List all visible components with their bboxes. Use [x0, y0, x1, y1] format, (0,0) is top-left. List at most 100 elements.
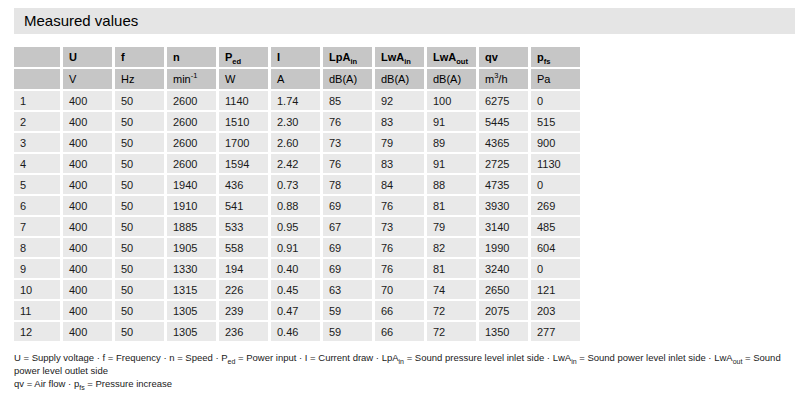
- table-cell: 2.60: [271, 133, 320, 152]
- unit-cell-i: A: [271, 69, 320, 89]
- table-cell: 0.95: [271, 217, 320, 236]
- table-cell: 1315: [167, 280, 216, 299]
- row-number-cell: 11: [14, 301, 60, 320]
- row-number-cell: 1: [14, 91, 60, 110]
- table-cell: 194: [219, 259, 268, 278]
- table-cell: 0.45: [271, 280, 320, 299]
- table-cell: 269: [531, 196, 580, 215]
- column-header-qv: qv: [479, 47, 528, 67]
- header-row-symbols: U f n Ped I LpAin LwAin LwAout qv pfs: [14, 47, 580, 67]
- table-body: 140050260011401.748592100627502400502600…: [14, 91, 580, 341]
- table-cell: 69: [323, 259, 372, 278]
- column-header-lpa-in: LpAin: [323, 47, 372, 67]
- table-cell: 400: [63, 175, 112, 194]
- table-cell: 81: [427, 259, 476, 278]
- footnote-text: = Power input · I = Current draw · LpA: [235, 352, 398, 363]
- table-cell: 59: [323, 322, 372, 341]
- table-cell: 400: [63, 154, 112, 173]
- table-cell: 1.74: [271, 91, 320, 110]
- table-cell: 2600: [167, 154, 216, 173]
- table-row: 440050260015942.4276839127251130: [14, 154, 580, 173]
- table-cell: 50: [115, 217, 164, 236]
- table-cell: 400: [63, 91, 112, 110]
- footnote-line-2: qv = Air flow · pfs = Pressure increase: [14, 377, 784, 390]
- table-cell: 50: [115, 196, 164, 215]
- table-cell: 73: [323, 133, 372, 152]
- table-cell: 0.46: [271, 322, 320, 341]
- table-cell: 50: [115, 154, 164, 173]
- table-cell: 277: [531, 322, 580, 341]
- table-cell: 88: [427, 175, 476, 194]
- row-number-cell: 2: [14, 112, 60, 131]
- table-cell: 1305: [167, 301, 216, 320]
- table-cell: 74: [427, 280, 476, 299]
- page-title: Measured values: [24, 12, 138, 29]
- table-cell: 2075: [479, 301, 528, 320]
- table-cell: 4365: [479, 133, 528, 152]
- column-header-pfs: pfs: [531, 47, 580, 67]
- row-number-cell: 6: [14, 196, 60, 215]
- table-cell: 121: [531, 280, 580, 299]
- table-cell: 50: [115, 112, 164, 131]
- table-cell: 2.30: [271, 112, 320, 131]
- footnote-text: = Sound pressure level inlet side · LwA: [404, 352, 571, 363]
- table-cell: 1330: [167, 259, 216, 278]
- table-cell: 79: [375, 133, 424, 152]
- column-header-lwa-out: LwAout: [427, 47, 476, 67]
- table-cell: 50: [115, 322, 164, 341]
- table-cell: 0.47: [271, 301, 320, 320]
- row-number-cell: 3: [14, 133, 60, 152]
- footnote: U = Supply voltage · f = Frequency · n =…: [14, 351, 784, 390]
- table-cell: 76: [375, 196, 424, 215]
- unit-cell-f: Hz: [115, 69, 164, 89]
- table-cell: 89: [427, 133, 476, 152]
- unit-cell-n: min-1: [167, 69, 216, 89]
- table-cell: 84: [375, 175, 424, 194]
- table-cell: 4735: [479, 175, 528, 194]
- table-cell: 558: [219, 238, 268, 257]
- table-cell: 76: [375, 238, 424, 257]
- table-cell: 0.88: [271, 196, 320, 215]
- table-row: 54005019404360.7378848847350: [14, 175, 580, 194]
- footnote-text: qv = Air flow · p: [14, 378, 79, 389]
- table-row: 140050260011401.74859210062750: [14, 91, 580, 110]
- table-cell: 533: [219, 217, 268, 236]
- table-cell: 400: [63, 133, 112, 152]
- table-cell: 2600: [167, 133, 216, 152]
- table-row: 114005013052390.475966722075203: [14, 301, 580, 320]
- table-cell: 66: [375, 322, 424, 341]
- table-cell: 50: [115, 91, 164, 110]
- unit-cell-row-number: [14, 69, 60, 89]
- table-cell: 76: [323, 112, 372, 131]
- table-cell: 50: [115, 280, 164, 299]
- table-cell: 76: [323, 154, 372, 173]
- table-cell: 0: [531, 175, 580, 194]
- table-cell: 6275: [479, 91, 528, 110]
- table-cell: 236: [219, 322, 268, 341]
- table-cell: 1140: [219, 91, 268, 110]
- table-cell: 72: [427, 301, 476, 320]
- table-cell: 0.91: [271, 238, 320, 257]
- table-cell: 69: [323, 196, 372, 215]
- row-number-cell: 10: [14, 280, 60, 299]
- table-cell: 3140: [479, 217, 528, 236]
- table-cell: 400: [63, 301, 112, 320]
- table-cell: 1885: [167, 217, 216, 236]
- table-cell: 63: [323, 280, 372, 299]
- column-header-i: I: [271, 47, 320, 67]
- table-row: 64005019105410.886976813930269: [14, 196, 580, 215]
- table-cell: 1700: [219, 133, 268, 152]
- unit-cell-lwa-in: dB(A): [375, 69, 424, 89]
- table-row: 74005018855330.956773793140485: [14, 217, 580, 236]
- table-cell: 59: [323, 301, 372, 320]
- table-row: 240050260015102.307683915445515: [14, 112, 580, 131]
- row-number-cell: 12: [14, 322, 60, 341]
- unit-cell-ped: W: [219, 69, 268, 89]
- table-cell: 1130: [531, 154, 580, 173]
- table-cell: 85: [323, 91, 372, 110]
- table-cell: 0.40: [271, 259, 320, 278]
- table-cell: 1350: [479, 322, 528, 341]
- table-cell: 203: [531, 301, 580, 320]
- table-cell: 73: [375, 217, 424, 236]
- table-cell: 50: [115, 175, 164, 194]
